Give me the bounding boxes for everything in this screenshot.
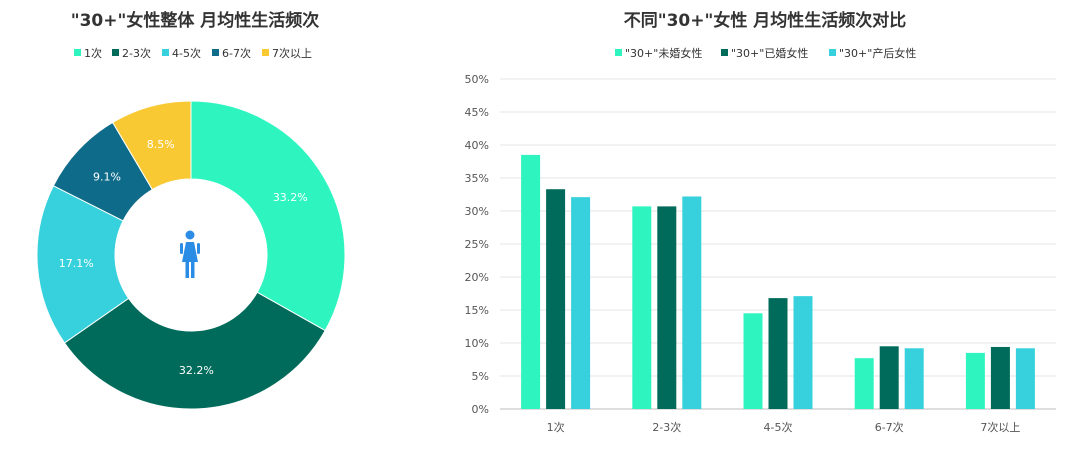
- y-tick-6: 30%: [465, 205, 489, 218]
- bar-1-0: [632, 206, 652, 409]
- slice-label-1: 32.2%: [179, 364, 214, 377]
- woman-icon: [180, 230, 200, 278]
- legend-label-3: 6-7次: [222, 46, 251, 60]
- x-tick-0: 1次: [547, 420, 565, 434]
- bar-0-2: [571, 197, 591, 409]
- bar-legend-label-0: "30+"未婚女性: [625, 46, 702, 60]
- slice-label-3: 9.1%: [93, 170, 121, 183]
- y-tick-9: 45%: [465, 106, 489, 119]
- bar-legend-swatch-2: [829, 49, 836, 56]
- bar-2-2: [793, 296, 813, 409]
- bar-legend-swatch-1: [721, 49, 728, 56]
- bar-4-2: [1015, 348, 1035, 409]
- bar-x-axis: 1次 2-3次 4-5次 6-7次 7次以上: [547, 420, 1021, 434]
- y-tick-1: 5%: [472, 370, 489, 383]
- bar-2-1: [768, 298, 788, 409]
- slice-label-2: 17.1%: [59, 257, 94, 270]
- bar-2-0: [743, 313, 763, 409]
- donut-slice-1: [63, 291, 326, 410]
- bar-legend: "30+"未婚女性 "30+"已婚女性 "30+"产后女性: [615, 46, 916, 60]
- bar-marks: [521, 154, 1035, 409]
- slice-label-0: 33.2%: [273, 191, 308, 204]
- legend-label-0: 1次: [84, 46, 102, 60]
- bar-4-1: [990, 346, 1010, 409]
- y-tick-5: 25%: [465, 238, 489, 251]
- y-tick-8: 40%: [465, 139, 489, 152]
- x-tick-4: 7次以上: [980, 420, 1020, 434]
- donut-chart: "30+"女性整体 月均性生活频次 1次 2-3次 4-5次 6-7次 7次以上 33.…: [36, 10, 346, 410]
- donut-title: "30+"女性整体 月均性生活频次: [71, 10, 320, 31]
- donut-slices: [36, 100, 346, 410]
- bar-legend-label-1: "30+"已婚女性: [731, 46, 808, 60]
- legend-swatch-1: [112, 49, 119, 56]
- donut-slice-0: [190, 100, 346, 332]
- legend-swatch-4: [262, 49, 269, 56]
- y-tick-2: 10%: [465, 337, 489, 350]
- bar-3-0: [854, 358, 874, 409]
- donut-slice-4: [111, 100, 192, 191]
- bar-0-1: [546, 189, 566, 409]
- bar-0-0: [521, 154, 541, 409]
- bar-title: 不同"30+"女性 月均性生活频次对比: [624, 10, 907, 31]
- y-tick-3: 15%: [465, 304, 489, 317]
- x-tick-1: 2-3次: [652, 420, 681, 434]
- slice-label-4: 8.5%: [147, 138, 175, 151]
- legend-label-4: 7次以上: [272, 46, 312, 60]
- y-tick-7: 35%: [465, 172, 489, 185]
- bar-1-2: [682, 196, 702, 409]
- bar-legend-label-2: "30+"产后女性: [839, 46, 916, 60]
- bar-1-1: [657, 206, 677, 409]
- legend-label-2: 4-5次: [172, 46, 201, 60]
- y-tick-4: 20%: [465, 271, 489, 284]
- bar-4-0: [965, 352, 985, 409]
- legend-swatch-3: [212, 49, 219, 56]
- legend-label-1: 2-3次: [122, 46, 151, 60]
- x-tick-3: 6-7次: [875, 420, 904, 434]
- bar-chart: 不同"30+"女性 月均性生活频次对比 "30+"未婚女性 "30+"已婚女性 "3…: [465, 10, 1056, 434]
- y-tick-0: 0%: [472, 403, 489, 416]
- x-tick-2: 4-5次: [764, 420, 793, 434]
- y-tick-10: 50%: [465, 73, 489, 86]
- legend-swatch-0: [74, 49, 81, 56]
- bar-legend-swatch-0: [615, 49, 622, 56]
- donut-legend: 1次 2-3次 4-5次 6-7次 7次以上: [74, 46, 312, 60]
- bar-3-1: [879, 346, 899, 409]
- donut-labels: 33.2% 32.2% 17.1% 9.1% 8.5%: [59, 138, 308, 377]
- bar-y-axis: 0% 5% 10% 15% 20% 25% 30% 35% 40% 45% 50%: [465, 73, 489, 416]
- legend-swatch-2: [162, 49, 169, 56]
- bar-3-2: [904, 348, 924, 409]
